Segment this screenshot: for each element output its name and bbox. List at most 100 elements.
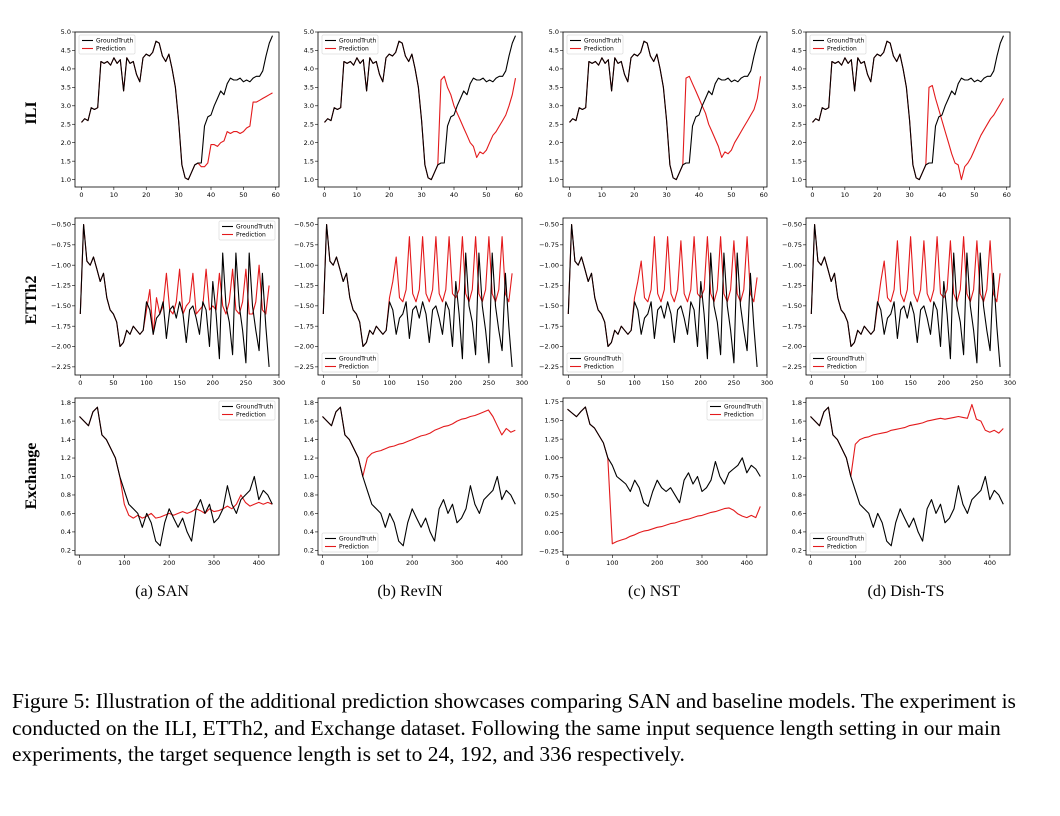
legend-label: GroundTruth	[236, 404, 273, 411]
y-tick-label: −2.25	[539, 363, 559, 371]
series-line-prediction	[79, 406, 273, 519]
x-tick-label: 10	[598, 191, 606, 199]
y-tick-label: 1.6	[61, 417, 71, 425]
y-tick-label: 0.75	[545, 473, 559, 481]
legend-label: Prediction	[827, 364, 857, 371]
y-tick-label: 1.4	[792, 436, 802, 444]
y-tick-label: 1.5	[304, 157, 314, 165]
y-tick-label: −2.00	[782, 343, 802, 351]
y-tick-label: 0.4	[304, 528, 314, 536]
x-tick-label: 20	[385, 191, 393, 199]
legend-label: Prediction	[339, 46, 369, 53]
x-tick-label: 60	[272, 191, 280, 199]
y-tick-label: 4.0	[61, 65, 71, 73]
x-tick-label: 0	[321, 379, 325, 387]
legend-label: Prediction	[584, 46, 614, 53]
series-line-groundtruth	[79, 223, 270, 367]
x-tick-label: 300	[761, 379, 773, 387]
x-tick-label: 0	[322, 191, 326, 199]
y-tick-label: 1.50	[545, 417, 559, 425]
x-tick-label: 20	[142, 191, 150, 199]
x-tick-label: 300	[273, 379, 285, 387]
y-tick-label: 3.5	[304, 84, 314, 92]
y-tick-label: 0.4	[792, 528, 802, 536]
y-tick-label: 1.6	[304, 417, 314, 425]
x-tick-label: 0	[565, 559, 569, 567]
x-tick-label: 100	[361, 559, 373, 567]
y-tick-label: −0.50	[51, 221, 71, 229]
x-tick-label: 10	[110, 191, 118, 199]
series-line-groundtruth	[810, 223, 1001, 367]
x-tick-label: 200	[207, 379, 219, 387]
x-tick-label: 150	[661, 379, 673, 387]
axes-frame	[74, 217, 280, 376]
x-tick-label: 300	[1004, 379, 1016, 387]
x-tick-label: 400	[253, 559, 265, 567]
x-tick-label: 200	[450, 379, 462, 387]
column-label: (c) NST	[628, 583, 680, 600]
y-tick-label: 2.0	[304, 139, 314, 147]
legend-label: Prediction	[584, 364, 614, 371]
x-tick-label: 60	[1003, 191, 1011, 199]
axes-frame	[805, 217, 1011, 376]
x-tick-label: 40	[450, 191, 458, 199]
x-tick-label: 30	[174, 191, 182, 199]
y-tick-label: −1.75	[539, 322, 559, 330]
legend-box	[321, 34, 379, 55]
y-tick-label: 2.5	[304, 120, 314, 128]
x-tick-label: 40	[938, 191, 946, 199]
legend-label: Prediction	[236, 232, 266, 239]
x-tick-label: 100	[140, 379, 152, 387]
legend-label: Prediction	[827, 544, 857, 551]
x-tick-label: 50	[840, 379, 848, 387]
legend-label: Prediction	[827, 46, 857, 53]
series-line-prediction	[322, 223, 513, 348]
chart-ili-revin: 0 10 20 30 40 50 60 1.0 1.5 2.0 2.5 3.0 3.5 4.0 4.5 5.0…	[304, 28, 523, 199]
x-tick-label: 150	[904, 379, 916, 387]
chart-ili-dishts: 0 10 20 30 40 50 60 1.0 1.5 2.0 2.5 3.0 3.5 4.0 4.5 5.0…	[792, 28, 1011, 199]
x-tick-label: 150	[416, 379, 428, 387]
legend-label: GroundTruth	[236, 224, 273, 231]
chart-exchange-nst: 0 100 200 300 400 −0.25 0.00 0.25 0.50 0.75 1.00 1.…	[539, 397, 768, 567]
x-tick-label: 30	[417, 191, 425, 199]
y-tick-label: 1.0	[792, 176, 802, 184]
legend-label: Prediction	[96, 46, 126, 53]
axes-frame	[805, 397, 1011, 556]
x-tick-label: 20	[873, 191, 881, 199]
y-tick-label: 0.6	[792, 510, 802, 518]
x-tick-label: 50	[970, 191, 978, 199]
x-tick-label: 200	[695, 379, 707, 387]
axes-frame	[317, 397, 523, 556]
y-tick-label: 0.25	[545, 510, 559, 518]
x-tick-label: 0	[566, 379, 570, 387]
y-tick-label: 1.0	[61, 176, 71, 184]
y-tick-label: −0.50	[539, 221, 559, 229]
legend-box	[809, 34, 867, 55]
legend-label: GroundTruth	[339, 38, 376, 45]
x-tick-label: 0	[810, 191, 814, 199]
y-tick-label: 0.8	[304, 491, 314, 499]
y-tick-label: −0.75	[539, 241, 559, 249]
series-line-groundtruth	[322, 406, 516, 547]
y-tick-label: 3.0	[549, 102, 559, 110]
x-tick-label: 40	[207, 191, 215, 199]
x-tick-label: 30	[905, 191, 913, 199]
y-tick-label: −1.75	[51, 322, 71, 330]
y-tick-label: −2.00	[51, 343, 71, 351]
y-tick-label: −0.50	[782, 221, 802, 229]
x-tick-label: 250	[728, 379, 740, 387]
x-tick-label: 0	[79, 191, 83, 199]
x-tick-label: 300	[939, 559, 951, 567]
x-tick-label: 250	[483, 379, 495, 387]
legend-label: GroundTruth	[96, 38, 133, 45]
legend-label: GroundTruth	[339, 356, 376, 363]
series-line-groundtruth	[567, 223, 758, 367]
y-tick-label: −1.25	[782, 282, 802, 290]
legend-label: GroundTruth	[827, 38, 864, 45]
y-tick-label: −2.25	[51, 363, 71, 371]
